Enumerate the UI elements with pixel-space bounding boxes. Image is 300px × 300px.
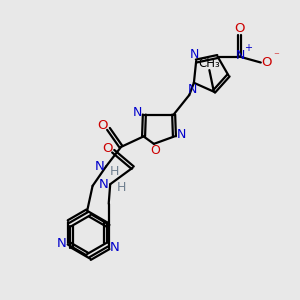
Text: N: N xyxy=(188,83,197,96)
Text: O: O xyxy=(102,142,112,155)
Text: O: O xyxy=(234,22,244,35)
Text: O: O xyxy=(262,56,272,69)
Text: H: H xyxy=(110,165,119,178)
Text: N: N xyxy=(94,160,104,173)
Text: +: + xyxy=(244,43,252,52)
Text: CH₃: CH₃ xyxy=(199,57,220,70)
Text: O: O xyxy=(150,144,160,157)
Text: ⁻: ⁻ xyxy=(273,52,279,61)
Text: N: N xyxy=(236,49,245,62)
Text: O: O xyxy=(97,119,108,132)
Text: N: N xyxy=(133,106,142,118)
Text: N: N xyxy=(110,241,120,254)
Text: H: H xyxy=(117,181,126,194)
Text: N: N xyxy=(57,237,67,250)
Text: N: N xyxy=(176,128,186,141)
Text: N: N xyxy=(190,48,200,61)
Text: N: N xyxy=(99,178,109,191)
